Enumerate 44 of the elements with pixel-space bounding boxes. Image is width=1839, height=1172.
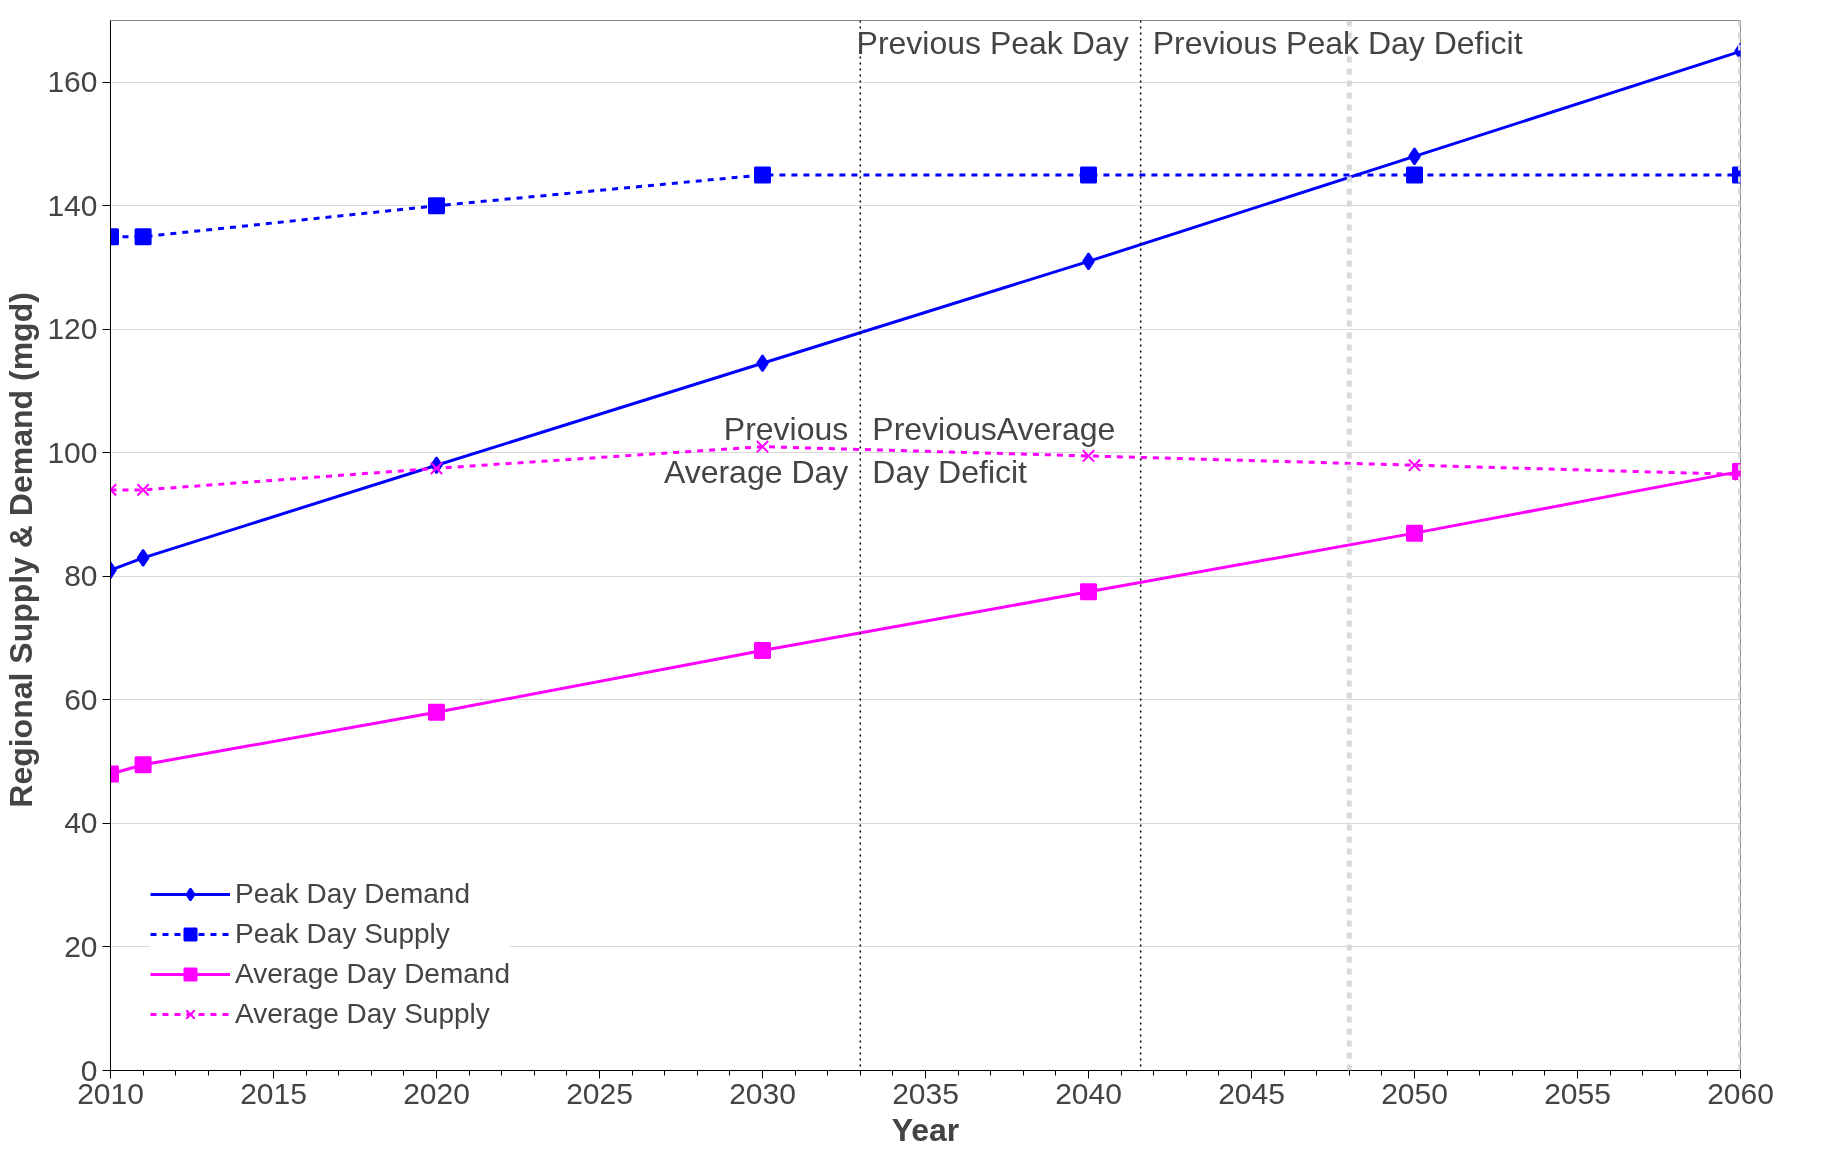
x-tick-label: 2055 xyxy=(1544,1076,1611,1110)
x-tick-label: 2020 xyxy=(403,1076,470,1110)
point xyxy=(134,756,152,774)
annotation: PreviousAverage Day Deficit xyxy=(872,410,1116,491)
x-tick-label: 2040 xyxy=(1055,1076,1122,1110)
y-tick-label: 40 xyxy=(64,806,98,840)
point xyxy=(1406,524,1423,542)
y-tick-label: 120 xyxy=(47,312,98,346)
x-tick-label: 2025 xyxy=(566,1076,633,1110)
x-tick-label: 2050 xyxy=(1381,1076,1448,1110)
legend-label: Peak Day Demand xyxy=(235,878,471,910)
legend-label: Average Day Demand xyxy=(235,958,510,990)
y-tick-label: 140 xyxy=(47,188,98,222)
point xyxy=(136,548,150,567)
point xyxy=(429,461,444,475)
y-tick-label: 160 xyxy=(47,65,98,99)
point xyxy=(1080,583,1097,601)
point xyxy=(136,483,150,497)
legend-label: Peak Day Supply xyxy=(235,918,450,950)
x-tick-label: 2035 xyxy=(892,1076,959,1110)
point xyxy=(428,703,445,721)
y-tick-label: 20 xyxy=(64,929,98,963)
point xyxy=(1080,166,1097,184)
x-tick-label: 2030 xyxy=(729,1076,796,1110)
point xyxy=(134,228,152,246)
y-tick-label: 100 xyxy=(47,435,98,469)
y-tick-label: 60 xyxy=(64,682,98,716)
point xyxy=(1081,449,1096,463)
x-axis-title: Year xyxy=(891,1111,960,1148)
annotation: Previous Peak Day Deficit xyxy=(1152,24,1523,61)
annotation: Previous Average Day xyxy=(663,410,849,491)
point xyxy=(428,197,445,215)
y-axis-title: Regional Supply & Demand (mgd) xyxy=(3,292,40,808)
y-tick-label: 80 xyxy=(64,559,98,593)
point xyxy=(1406,166,1423,184)
x-tick-label: 2045 xyxy=(1218,1076,1285,1110)
annotation: Previous Peak Day xyxy=(856,24,1129,61)
point xyxy=(754,166,771,184)
point xyxy=(754,642,771,659)
legend-label: Average Day Supply xyxy=(235,998,490,1030)
x-tick-label: 2015 xyxy=(240,1076,307,1110)
x-tick-label: 2060 xyxy=(1707,1076,1774,1110)
point xyxy=(755,440,770,454)
point xyxy=(1407,458,1422,472)
